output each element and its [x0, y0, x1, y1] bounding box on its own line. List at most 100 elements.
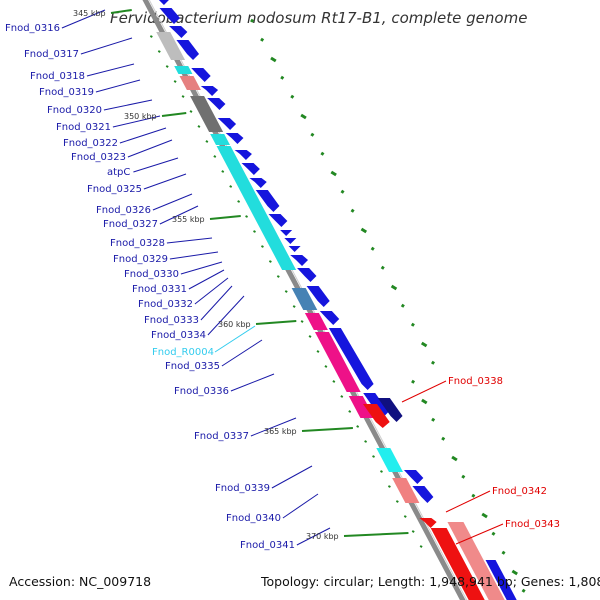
gene-block-pink: [179, 76, 201, 90]
gc-tick: [411, 530, 415, 533]
forward-gene-arrow: [319, 311, 340, 325]
forward-gene-arrow: [281, 238, 297, 244]
forward-gene-arrow: [200, 86, 219, 96]
feature-label: Fnod_0320: [47, 105, 102, 116]
forward-gene-arrow: [176, 40, 200, 60]
gene-block-magenta: [304, 313, 328, 330]
kbp-tick: [161, 112, 187, 117]
feature-label: Fnod_0327: [103, 219, 158, 230]
gc-tick: [237, 200, 241, 203]
label-leader-line: [214, 325, 256, 353]
reverse-gene-arrowhead: [419, 518, 437, 528]
label-leader-line: [61, 9, 106, 29]
gene-block-pink: [392, 478, 420, 503]
forward-gene-arrow: [276, 230, 293, 236]
feature-label: Fnod_0318: [30, 71, 85, 82]
forward-gene-arrow: [249, 178, 267, 188]
gc-tick: [390, 284, 398, 291]
feature-label: Fnod_0328: [110, 238, 165, 249]
kbp-label: 355 kbp: [172, 215, 205, 224]
gc-tick: [308, 335, 312, 338]
kbp-label: 365 kbp: [264, 427, 297, 436]
gc-tick: [245, 215, 249, 218]
gc-tick: [213, 155, 217, 158]
label-leader-lines: [61, 9, 504, 546]
rna-block-cyan: [216, 146, 297, 270]
forward-gene-arrow: [297, 268, 317, 282]
gc-tick: [431, 360, 435, 365]
feature-label: Fnod_0342: [492, 486, 547, 497]
gc-tick: [420, 341, 428, 348]
gc-tick: [356, 425, 360, 428]
forward-gene-arrow: [225, 133, 244, 144]
gc-tick: [348, 410, 352, 413]
feature-label: Fnod_0341: [240, 540, 295, 551]
gene-block-steelblue: [291, 288, 318, 310]
label-leader-line: [86, 63, 135, 77]
rna-block-cyan: [174, 66, 193, 74]
gc-tick: [268, 260, 272, 263]
gc-tick: [410, 322, 415, 327]
gc-tick: [387, 485, 391, 488]
feature-label: Fnod_0337: [194, 431, 249, 442]
label-leader-line: [221, 339, 263, 367]
label-leader-line: [152, 193, 193, 211]
label-leader-line: [207, 295, 245, 336]
label-leader-line: [169, 251, 219, 260]
forward-gene-arrow: [290, 255, 309, 266]
label-leader-line: [143, 173, 187, 190]
forward-gene-arrow: [255, 190, 280, 212]
gc-tick: [253, 230, 256, 233]
gc-tick: [400, 303, 405, 308]
gc-tick: [165, 65, 169, 68]
label-leader-line: [282, 493, 319, 519]
genome-summary-text: Topology: circular; Length: 1,948,941 bp…: [260, 574, 600, 589]
forward-gene-arrow: [268, 214, 288, 227]
kbp-label: 350 kbp: [124, 112, 157, 121]
gc-tick: [292, 305, 296, 308]
gc-tick: [149, 35, 153, 38]
label-leader-line: [80, 37, 133, 55]
gc-tick: [360, 227, 368, 234]
gc-tick: [173, 80, 177, 83]
forward-gene-arrow: [191, 68, 211, 82]
gc-tick: [300, 320, 304, 323]
feature-track: [156, 0, 517, 600]
gc-tick: [441, 436, 446, 441]
gc-tick: [284, 290, 288, 293]
feature-label: Fnod_0323: [71, 152, 126, 163]
gc-tick: [270, 56, 277, 63]
gc-tick: [290, 94, 295, 99]
forward-gene-arrow: [241, 163, 260, 175]
gc-tick: [372, 455, 375, 458]
feature-label: Fnod_0325: [87, 184, 142, 195]
gc-tick: [521, 588, 526, 593]
forward-gene-arrow: [217, 118, 237, 130]
gc-tick: [350, 208, 355, 213]
label-leader-line: [166, 237, 213, 244]
kbp-scale-labels: 345 kbp 350 kbp 355 kbp 360 kbp 365 kbp 370 k…: [73, 9, 409, 541]
map-title: Fervidobacterium nodosum Rt17-B1, comple…: [110, 9, 527, 27]
gc-tick: [481, 512, 488, 519]
feature-label: Fnod_0336: [174, 386, 229, 397]
gc-tick: [276, 275, 280, 278]
gene-block-gray: [156, 32, 186, 60]
label-leader-line: [188, 269, 225, 290]
rna-block-cyan: [376, 448, 403, 472]
gc-tick: [310, 132, 315, 137]
gc-tick: [157, 50, 161, 53]
forward-gene-arrow: [403, 470, 424, 484]
forward-gene-arrow: [485, 560, 517, 600]
feature-label: Fnod_0333: [144, 315, 199, 326]
gc-tick: [280, 75, 285, 80]
gc-tick: [511, 569, 518, 576]
gc-tick: [205, 140, 209, 143]
gc-tick: [300, 113, 307, 120]
forward-gene-arrow: [207, 98, 226, 110]
label-leader-line: [230, 373, 275, 392]
forward-gene-arrow: [328, 328, 374, 390]
gc-tick-track: [149, 18, 526, 593]
gc-tick: [395, 500, 399, 503]
gene-block-magenta: [314, 332, 361, 392]
gc-tick: [411, 379, 416, 384]
